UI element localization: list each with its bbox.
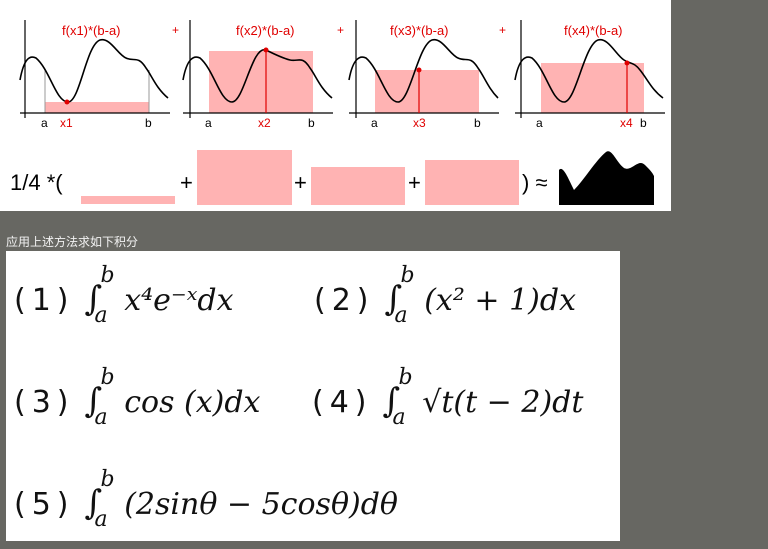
problem-1: (1) ∫ b a x⁴e⁻ˣdx [14, 263, 234, 328]
panel-label-3: f(x3)*(b-a) [390, 23, 449, 38]
problem-number: (2) [314, 283, 375, 318]
tick-a-2: a [205, 116, 212, 130]
plus-1: + [172, 23, 179, 37]
problem-number: (4) [312, 385, 373, 420]
integral-sign: ∫ b a [384, 263, 415, 328]
plus-3: + [499, 23, 506, 37]
problem-number: (5) [14, 487, 75, 522]
integrand: x⁴e⁻ˣdx [124, 283, 234, 318]
lower-limit: a [94, 405, 108, 430]
upper-limit: b [100, 263, 115, 288]
upper-limit: b [100, 467, 115, 492]
problem-5: (5) ∫ b a (2sinθ − 5cosθ)dθ [14, 467, 398, 532]
formula-rect-4 [425, 160, 519, 205]
upper-limit: b [400, 263, 415, 288]
curve-3 [348, 38, 499, 103]
lower-limit: a [392, 405, 406, 430]
tick-a-3: a [371, 116, 378, 130]
problem-3: (3) ∫ b a cos (x)dx [14, 365, 261, 430]
integral-sign: ∫ b a [84, 467, 115, 532]
integrand: (x² + 1)dx [424, 283, 576, 318]
tick-b-1: b [145, 116, 152, 130]
tick-b-4: b [640, 116, 647, 130]
area-rect-3 [375, 70, 479, 113]
area-rect-2 [209, 51, 313, 113]
plus-2: + [337, 23, 344, 37]
tick-x-1: x1 [60, 116, 73, 130]
integral-area-shape [559, 151, 654, 205]
tick-x-4: x4 [620, 116, 633, 130]
formula-open: 1/4 *( [10, 170, 63, 195]
diagram-canvas: f(x1)*(b-a) a x1 b + f(x2)*(b-a) a x2 b … [10, 20, 665, 205]
integral-sign: ∫ b a [84, 365, 115, 430]
tick-a-1: a [41, 116, 48, 130]
integral-problems: (1) ∫ b a x⁴e⁻ˣdx (2) ∫ b a (x² + 1)dx (3) ∫ b a cos… [6, 251, 620, 541]
panel-4: f(x4)*(b-a) a x4 b [514, 20, 665, 130]
problem-number: (1) [14, 283, 75, 318]
panel-3: f(x3)*(b-a) a x3 b [348, 20, 499, 130]
formula-plus-3: + [408, 170, 421, 195]
panel-1: f(x1)*(b-a) a x1 b [19, 20, 170, 130]
panel-label-1: f(x1)*(b-a) [62, 23, 121, 38]
area-rect-1 [45, 102, 149, 113]
formula-plus-2: + [294, 170, 307, 195]
monte-carlo-diagram: f(x1)*(b-a) a x1 b + f(x2)*(b-a) a x2 b … [0, 0, 671, 211]
average-formula: 1/4 *( + + + ) ≈ [10, 150, 654, 205]
panel-label-2: f(x2)*(b-a) [236, 23, 295, 38]
formula-rect-3 [311, 167, 405, 205]
problem-2: (2) ∫ b a (x² + 1)dx [314, 263, 576, 328]
upper-limit: b [100, 365, 115, 390]
panel-2: f(x2)*(b-a) a x2 b [182, 20, 333, 130]
tick-b-3: b [474, 116, 481, 130]
formula-close: ) ≈ [522, 170, 548, 195]
integrand: cos (x)dx [124, 385, 261, 420]
integral-sign: ∫ b a [84, 263, 115, 328]
integrand: √t(t − 2)dt [422, 385, 584, 420]
tick-x-2: x2 [258, 116, 271, 130]
integrand: (2sinθ − 5cosθ)dθ [124, 487, 398, 522]
upper-limit: b [398, 365, 413, 390]
tick-a-4: a [536, 116, 543, 130]
curve-1 [19, 38, 169, 103]
formula-plus-1: + [180, 170, 193, 195]
problem-4: (4) ∫ b a √t(t − 2)dt [312, 365, 584, 430]
area-rect-4 [541, 63, 644, 113]
panel-label-4: f(x4)*(b-a) [564, 23, 623, 38]
lower-limit: a [94, 303, 108, 328]
lower-limit: a [94, 507, 108, 532]
formula-rect-2 [197, 150, 292, 205]
problem-number: (3) [14, 385, 75, 420]
tick-x-3: x3 [413, 116, 426, 130]
formula-rect-1 [81, 196, 175, 204]
lower-limit: a [394, 303, 408, 328]
instruction-caption: 应用上述方法求如下积分 [6, 235, 139, 249]
curve-4 [514, 38, 664, 103]
tick-b-2: b [308, 116, 315, 130]
integral-sign: ∫ b a [382, 365, 413, 430]
